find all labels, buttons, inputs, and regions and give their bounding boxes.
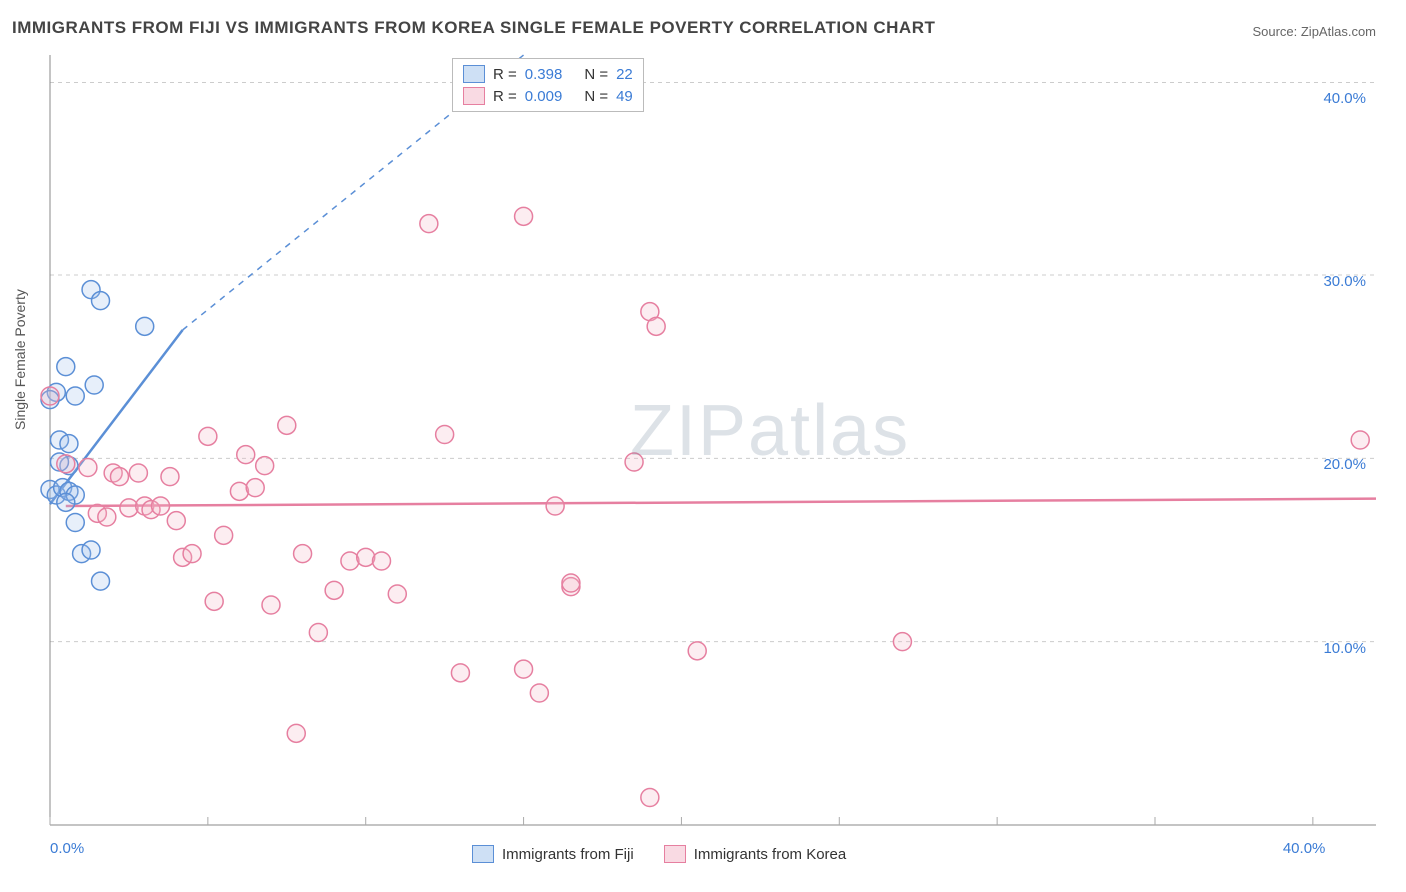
r-value: 0.009 bbox=[525, 88, 563, 105]
x-tick-label: 40.0% bbox=[1283, 840, 1326, 857]
n-label: N = bbox=[584, 88, 608, 105]
scatter-chart bbox=[0, 0, 1406, 892]
r-label: R = bbox=[493, 88, 517, 105]
y-tick-label: 40.0% bbox=[1306, 90, 1366, 107]
y-tick-label: 30.0% bbox=[1306, 273, 1366, 290]
x-tick-label: 0.0% bbox=[50, 840, 84, 857]
r-label: R = bbox=[493, 66, 517, 83]
series-legend-item: Immigrants from Korea bbox=[664, 845, 847, 863]
r-value: 0.398 bbox=[525, 66, 563, 83]
legend-swatch bbox=[664, 845, 686, 863]
legend-row: R = 0.398 N = 22 bbox=[463, 63, 633, 85]
series-legend-item: Immigrants from Fiji bbox=[472, 845, 634, 863]
n-value: 22 bbox=[616, 66, 633, 83]
legend-swatch bbox=[463, 65, 485, 83]
series-name: Immigrants from Korea bbox=[694, 846, 847, 863]
n-value: 49 bbox=[616, 88, 633, 105]
series-name: Immigrants from Fiji bbox=[502, 846, 634, 863]
series-legend: Immigrants from Fiji Immigrants from Kore… bbox=[472, 845, 846, 863]
legend-swatch bbox=[472, 845, 494, 863]
y-tick-label: 10.0% bbox=[1306, 640, 1366, 657]
legend-swatch bbox=[463, 87, 485, 105]
n-label: N = bbox=[584, 66, 608, 83]
legend-row: R = 0.009 N = 49 bbox=[463, 85, 633, 107]
correlation-legend: R = 0.398 N = 22 R = 0.009 N = 49 bbox=[452, 58, 644, 112]
y-tick-label: 20.0% bbox=[1306, 456, 1366, 473]
